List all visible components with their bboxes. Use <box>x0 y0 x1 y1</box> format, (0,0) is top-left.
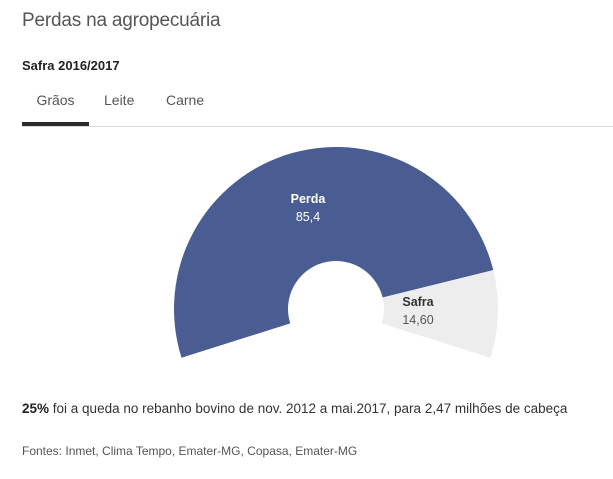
tab-bar: Grãos Leite Carne <box>22 88 613 127</box>
tab-leite[interactable]: Leite <box>104 92 135 108</box>
chart-subtitle: Safra 2016/2017 <box>22 58 120 73</box>
tab-carne[interactable]: Carne <box>166 92 205 108</box>
footnote: 25% foi a queda no rebanho bovino de nov… <box>22 401 567 416</box>
slice-safra-name: Safra <box>402 295 434 309</box>
slice-perda-value: 85,4 <box>296 210 320 224</box>
page-title: Perdas na agropecuária <box>22 10 221 31</box>
footnote-text: foi a queda no rebanho bovino de nov. 20… <box>49 401 568 416</box>
slice-perda-name: Perda <box>291 192 327 206</box>
footnote-highlight: 25% <box>22 401 50 416</box>
tab-graos[interactable]: Grãos <box>22 88 89 126</box>
source-credit: Fontes: Inmet, Clima Tempo, Emater-MG, C… <box>22 444 358 458</box>
slice-safra-value: 14,60 <box>402 313 433 327</box>
slice-perda[interactable] <box>173 146 494 358</box>
slice-safra[interactable] <box>381 270 498 358</box>
semi-donut-chart: Perda 85,4 Safra 14,60 <box>173 146 498 358</box>
